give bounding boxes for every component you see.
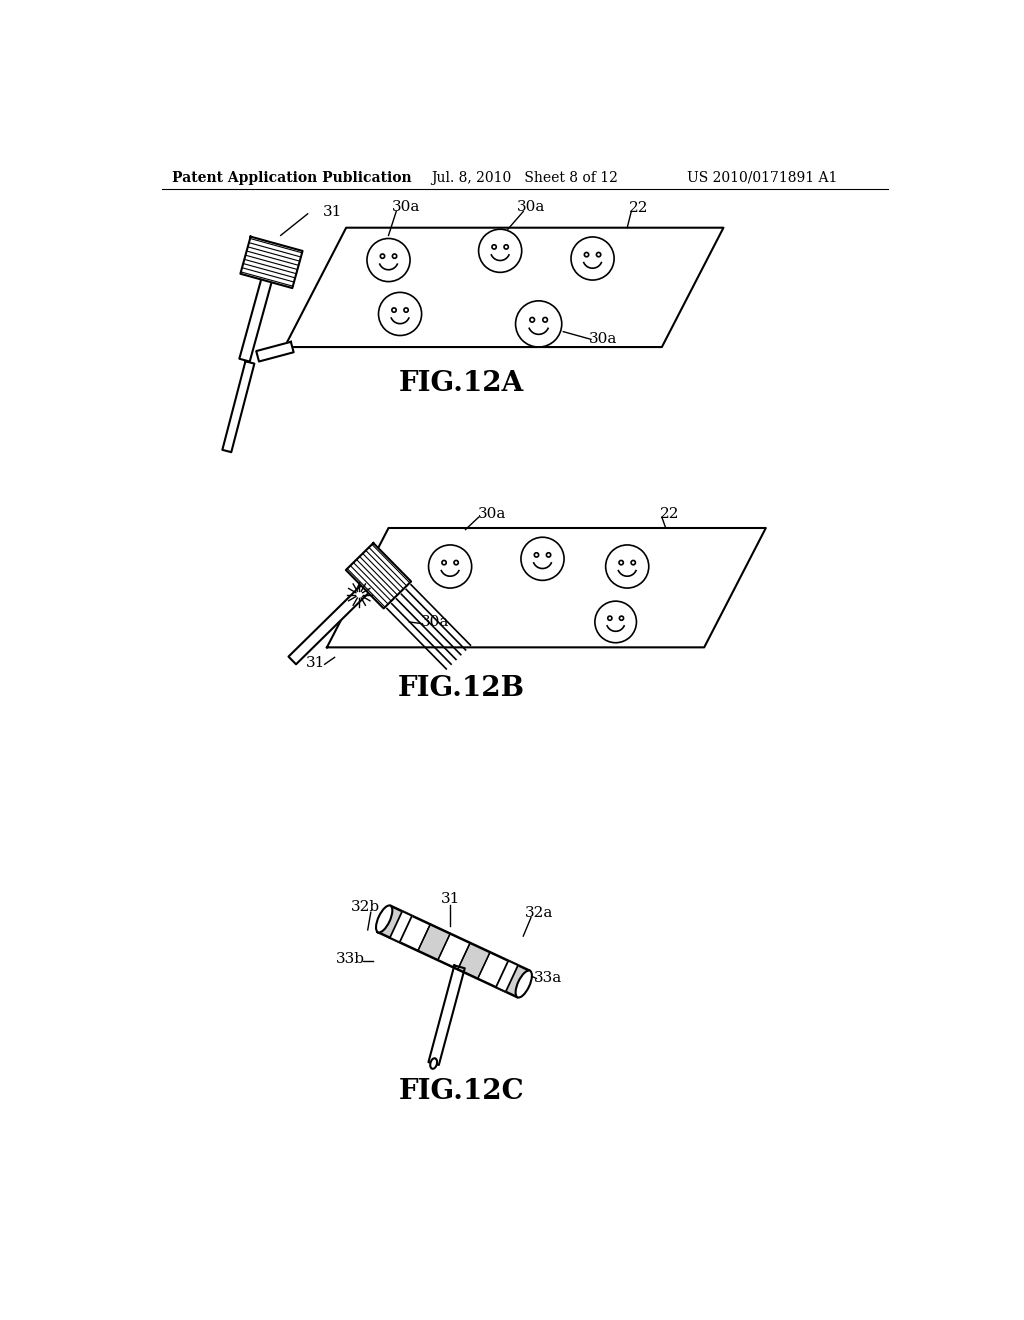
Text: Jul. 8, 2010   Sheet 8 of 12: Jul. 8, 2010 Sheet 8 of 12 bbox=[431, 170, 618, 185]
Polygon shape bbox=[496, 961, 518, 991]
Text: 33a: 33a bbox=[534, 972, 562, 986]
Ellipse shape bbox=[430, 1059, 437, 1069]
Text: 31: 31 bbox=[440, 892, 460, 906]
Text: US 2010/0171891 A1: US 2010/0171891 A1 bbox=[687, 170, 838, 185]
Text: 30a: 30a bbox=[589, 333, 617, 346]
Polygon shape bbox=[289, 572, 382, 664]
Polygon shape bbox=[438, 933, 470, 969]
Polygon shape bbox=[241, 236, 302, 288]
Text: 22: 22 bbox=[659, 507, 679, 521]
Text: 30a: 30a bbox=[478, 507, 507, 521]
Text: 33b: 33b bbox=[336, 952, 365, 966]
Text: FIG.12C: FIG.12C bbox=[398, 1078, 524, 1105]
Text: 32a: 32a bbox=[524, 906, 553, 920]
Text: 30a: 30a bbox=[421, 615, 449, 628]
Polygon shape bbox=[418, 924, 451, 960]
Text: 30a: 30a bbox=[517, 199, 545, 214]
Polygon shape bbox=[398, 915, 430, 950]
Polygon shape bbox=[498, 961, 530, 998]
Text: 31: 31 bbox=[323, 206, 342, 219]
Text: 30a: 30a bbox=[392, 199, 421, 214]
Text: FIG.12A: FIG.12A bbox=[399, 370, 524, 397]
Polygon shape bbox=[477, 952, 510, 987]
Polygon shape bbox=[256, 342, 294, 362]
Polygon shape bbox=[240, 261, 276, 362]
Polygon shape bbox=[346, 543, 411, 609]
Text: 31: 31 bbox=[306, 656, 325, 669]
Text: 32b: 32b bbox=[351, 900, 380, 913]
Polygon shape bbox=[378, 906, 411, 941]
Polygon shape bbox=[222, 362, 254, 453]
Polygon shape bbox=[378, 906, 530, 998]
Ellipse shape bbox=[376, 906, 392, 932]
Text: Patent Application Publication: Patent Application Publication bbox=[172, 170, 412, 185]
Text: 22: 22 bbox=[629, 202, 648, 215]
Text: FIG.12B: FIG.12B bbox=[398, 675, 525, 702]
Ellipse shape bbox=[516, 970, 531, 998]
Polygon shape bbox=[428, 965, 465, 1065]
Polygon shape bbox=[458, 942, 490, 978]
Polygon shape bbox=[390, 911, 412, 942]
